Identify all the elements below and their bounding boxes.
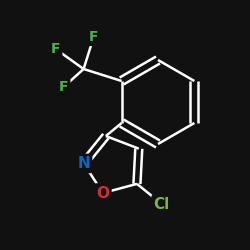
Text: O: O [96,186,110,200]
Text: F: F [51,42,60,56]
Text: F: F [89,30,99,44]
Text: F: F [59,80,69,94]
Text: N: N [77,156,90,171]
Text: Cl: Cl [154,196,170,212]
